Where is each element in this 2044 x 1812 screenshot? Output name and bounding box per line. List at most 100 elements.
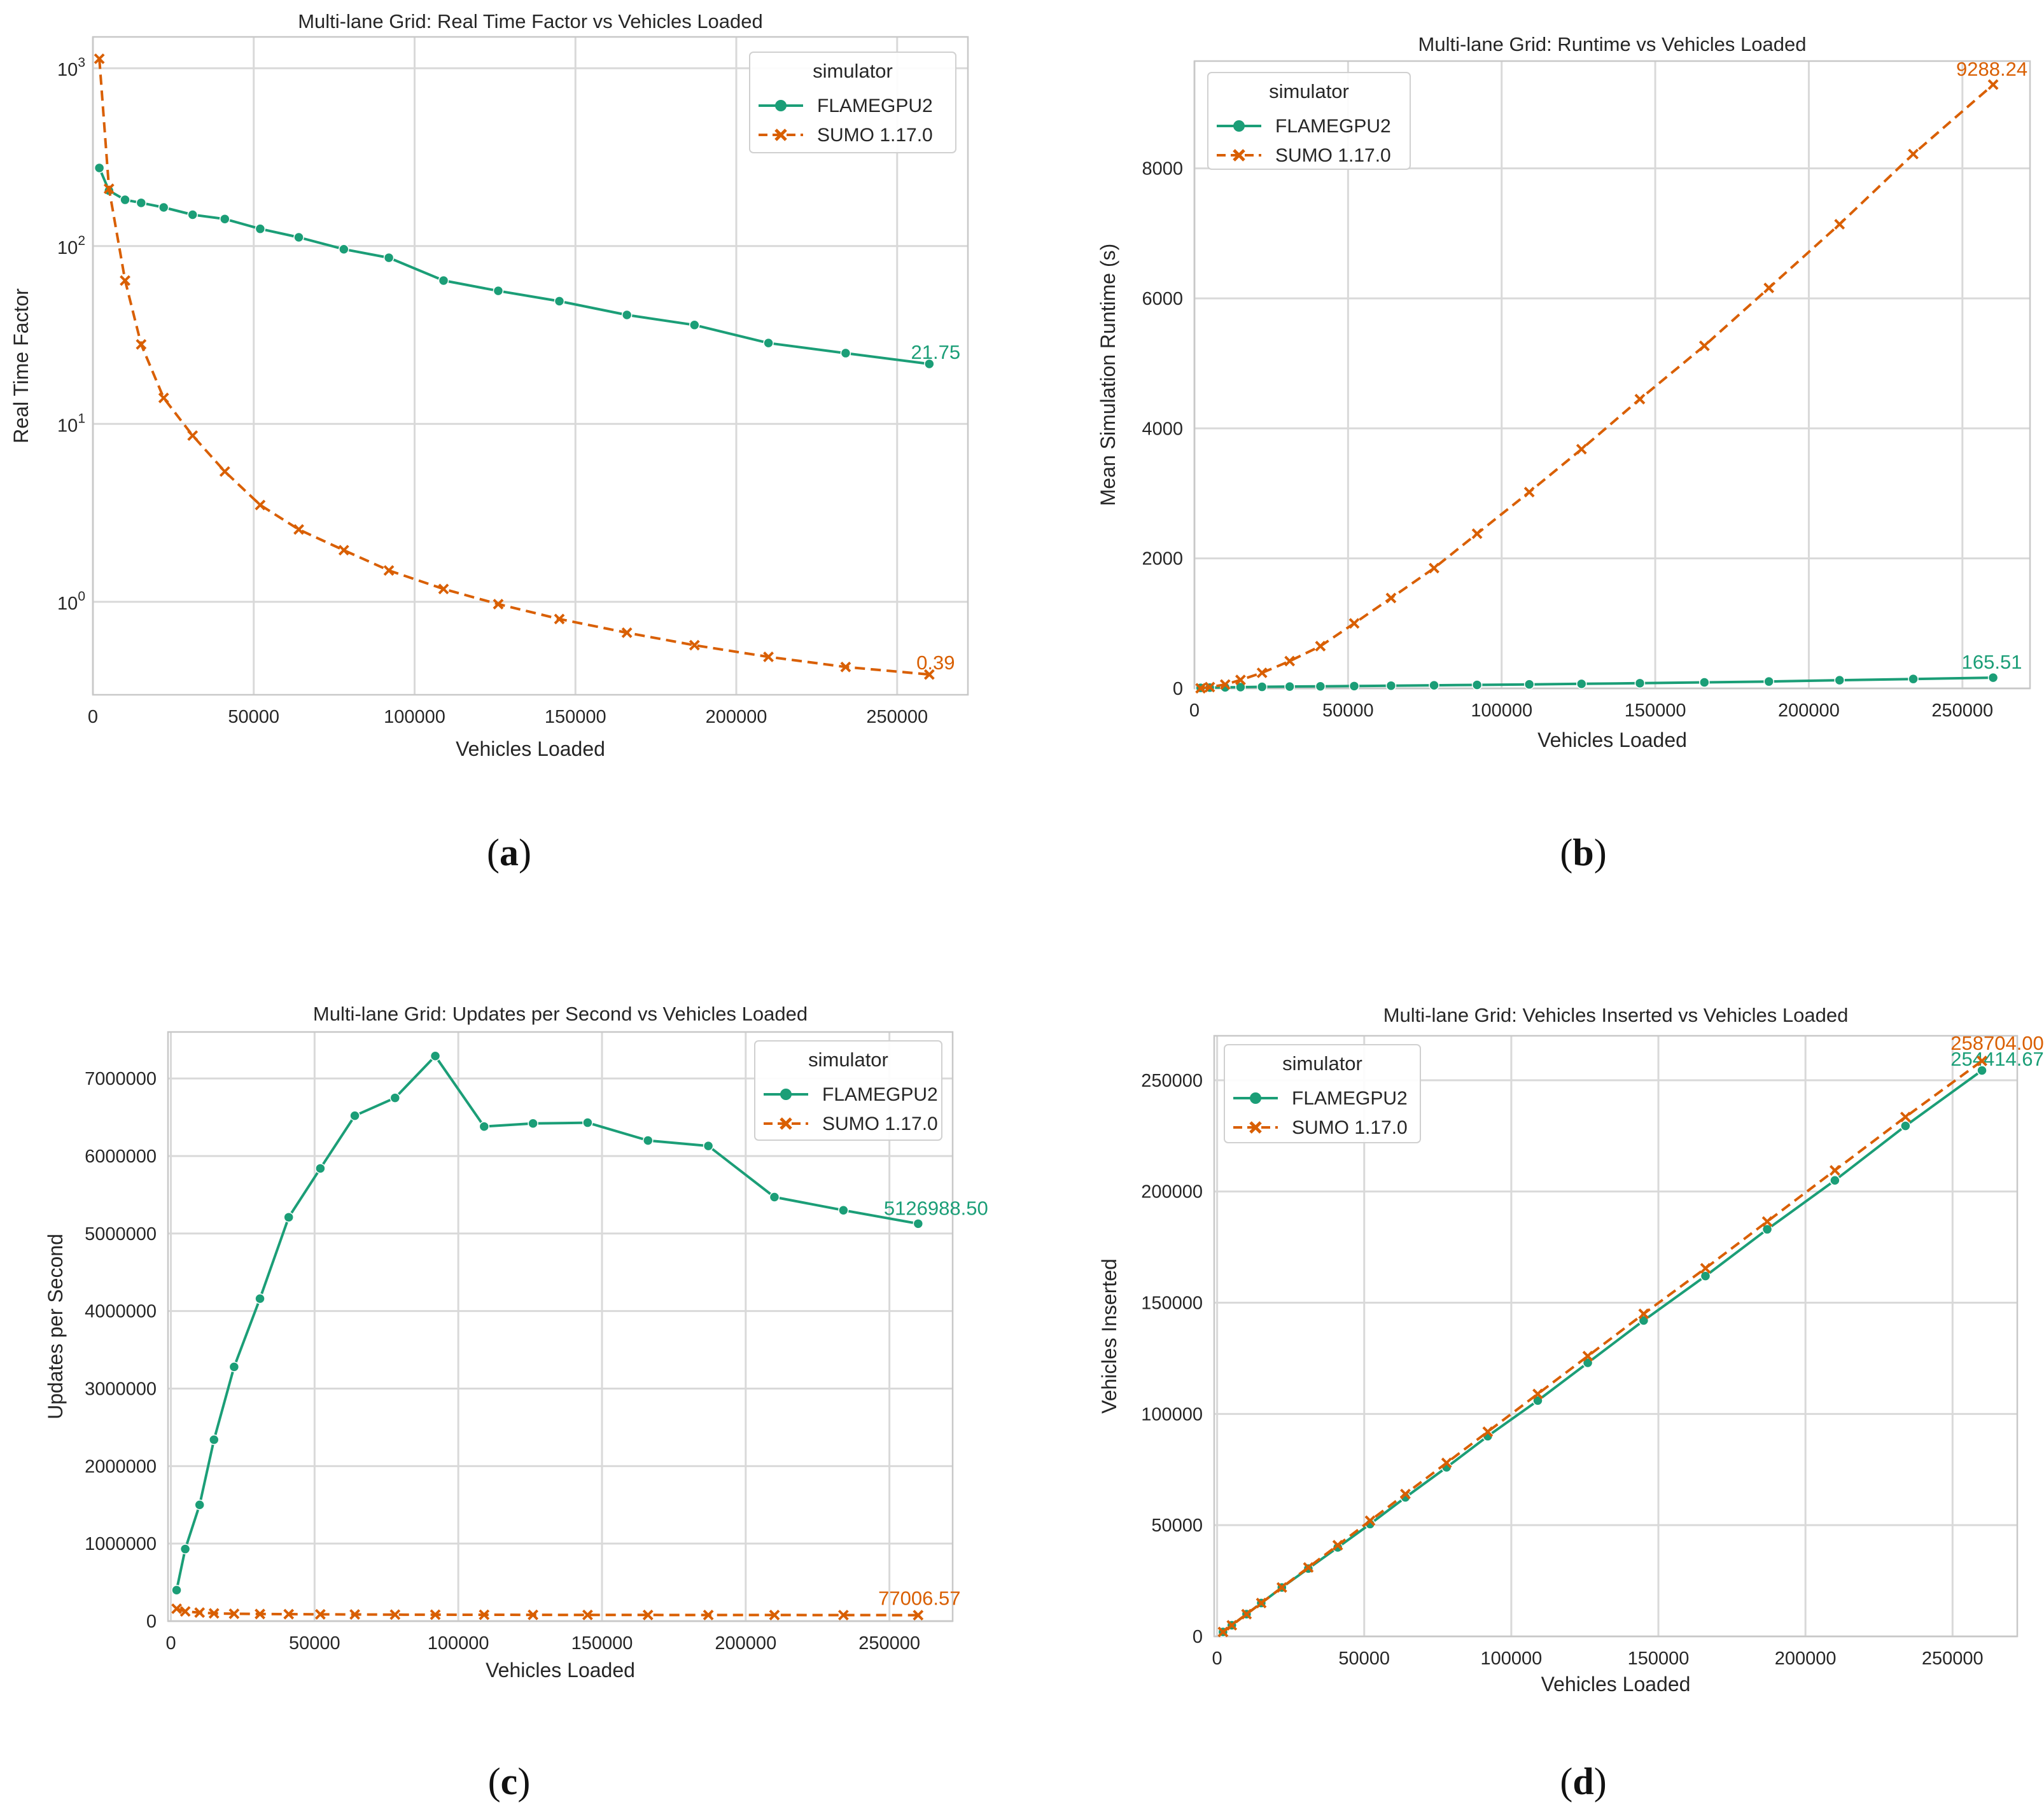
y-axis-label: Updates per Second <box>44 1234 67 1419</box>
data-point <box>838 1204 849 1216</box>
data-point <box>1763 282 1775 294</box>
data-point <box>1256 667 1268 678</box>
y-tick-label: 50000 <box>1151 1516 1203 1536</box>
data-point <box>1235 681 1246 693</box>
data-point <box>554 613 565 625</box>
y-tick-label: 0 <box>1193 1627 1203 1647</box>
data-point <box>1532 1395 1543 1406</box>
x-tick-label: 150000 <box>1625 700 1686 721</box>
legend-label: FLAMEGPU2 <box>822 1084 938 1105</box>
legend: simulator FLAMEGPU2 SUMO 1.17.0 <box>1207 72 1411 170</box>
data-point <box>438 583 449 595</box>
data-point <box>1699 677 1710 688</box>
data-point <box>339 244 349 254</box>
data-point <box>913 1610 924 1621</box>
x-tick-label: 250000 <box>866 707 928 727</box>
data-point <box>924 358 935 370</box>
plot-frame <box>1213 1035 2019 1638</box>
data-point <box>315 1163 326 1174</box>
x-tick-label: 250000 <box>1922 1648 1984 1669</box>
legend-box <box>1207 72 1411 170</box>
data-point <box>1348 681 1360 692</box>
y-tick-label: 0 <box>146 1612 157 1632</box>
chart-a: 0 50000 100000 150000 200000 250000 100 101 102 1… <box>10 10 969 874</box>
chart-title: Multi-lane Grid: Updates per Second vs V… <box>313 1003 808 1025</box>
data-point <box>1523 487 1535 498</box>
data-point <box>703 1140 714 1152</box>
data-point <box>438 275 449 286</box>
plot-frame <box>92 36 969 696</box>
x-tick-label: 0 <box>1212 1648 1222 1669</box>
legend-label: SUMO 1.17.0 <box>1275 145 1391 166</box>
data-point <box>528 1118 538 1129</box>
legend-marker <box>780 1117 792 1130</box>
chart-title: Multi-lane Grid: Real Time Factor vs Veh… <box>298 10 763 32</box>
data-point <box>103 183 115 195</box>
data-point <box>1908 673 1919 685</box>
y-tick-label: 8000 <box>1142 159 1183 179</box>
data-point <box>1908 148 1919 160</box>
y-axis-label: Real Time Factor <box>10 288 32 443</box>
chart-title: Multi-lane Grid: Runtime vs Vehicles Loa… <box>1418 33 1807 55</box>
end-value-label: 165.51 <box>1962 651 2022 673</box>
x-tick-label: 250000 <box>858 1633 920 1654</box>
end-value-label: 0.39 <box>916 652 955 674</box>
data-point <box>120 194 130 206</box>
data-point <box>1315 681 1326 692</box>
data-point <box>1429 680 1439 691</box>
data-point <box>1385 592 1397 604</box>
x-tick-label: 0 <box>88 707 98 727</box>
data-point <box>1400 1488 1411 1500</box>
data-point <box>913 1218 924 1229</box>
legend-marker <box>774 129 787 141</box>
data-point <box>389 1092 401 1103</box>
data-point <box>349 1609 360 1620</box>
x-tick-label: 250000 <box>1931 700 1993 721</box>
data-point <box>643 1135 654 1146</box>
x-tick-label: 200000 <box>1775 1648 1837 1669</box>
data-point <box>1987 672 1999 683</box>
y-tick-label: 6000000 <box>85 1146 157 1167</box>
data-point <box>255 1608 265 1620</box>
x-axis-label: Vehicles Loaded <box>456 737 605 760</box>
data-point <box>1303 1562 1314 1573</box>
data-point <box>228 1362 240 1372</box>
end-value-label: 254414.67 <box>1950 1048 2044 1070</box>
y-tick-label: 150000 <box>1141 1293 1203 1314</box>
x-tick-label: 0 <box>165 1633 176 1654</box>
data-point <box>1900 1112 1911 1123</box>
data-point <box>179 1544 191 1554</box>
legend-label: FLAMEGPU2 <box>817 95 933 116</box>
data-point <box>1761 1223 1773 1235</box>
data-point <box>1523 679 1535 690</box>
data-point <box>1582 1351 1593 1362</box>
legend: simulator FLAMEGPU2 SUMO 1.17.0 <box>754 1040 942 1141</box>
legend-title: simulator <box>1282 1052 1362 1075</box>
subfigure-caption: (d) <box>1560 1760 1606 1802</box>
legend-label: SUMO 1.17.0 <box>1292 1117 1408 1138</box>
end-value-label: 21.75 <box>911 341 961 363</box>
chart-title: Multi-lane Grid: Vehicles Inserted vs Ve… <box>1383 1004 1849 1026</box>
data-point <box>94 162 105 174</box>
data-point <box>1235 674 1246 686</box>
data-point <box>1315 641 1326 652</box>
x-tick-label: 200000 <box>1778 700 1840 721</box>
data-point <box>171 1585 182 1596</box>
subfigure-caption: (c) <box>488 1760 531 1802</box>
data-point <box>255 223 266 234</box>
legend-box <box>749 52 956 153</box>
legend-box <box>754 1040 942 1141</box>
legend-marker <box>1249 1121 1262 1134</box>
x-tick-label: 50000 <box>1338 1648 1390 1669</box>
data-point <box>1977 1065 1987 1076</box>
data-point <box>220 213 230 225</box>
end-value-label: 258704.00 <box>1950 1032 2044 1054</box>
data-point <box>194 1607 206 1619</box>
data-point <box>293 524 304 535</box>
data-point <box>283 1608 295 1620</box>
series-line-flamegpu2 <box>98 167 930 365</box>
data-point <box>689 319 700 331</box>
data-point <box>923 669 935 680</box>
y-axis-label: Mean Simulation Runtime (s) <box>1096 244 1119 506</box>
y-tick-label: 5000000 <box>85 1224 157 1244</box>
